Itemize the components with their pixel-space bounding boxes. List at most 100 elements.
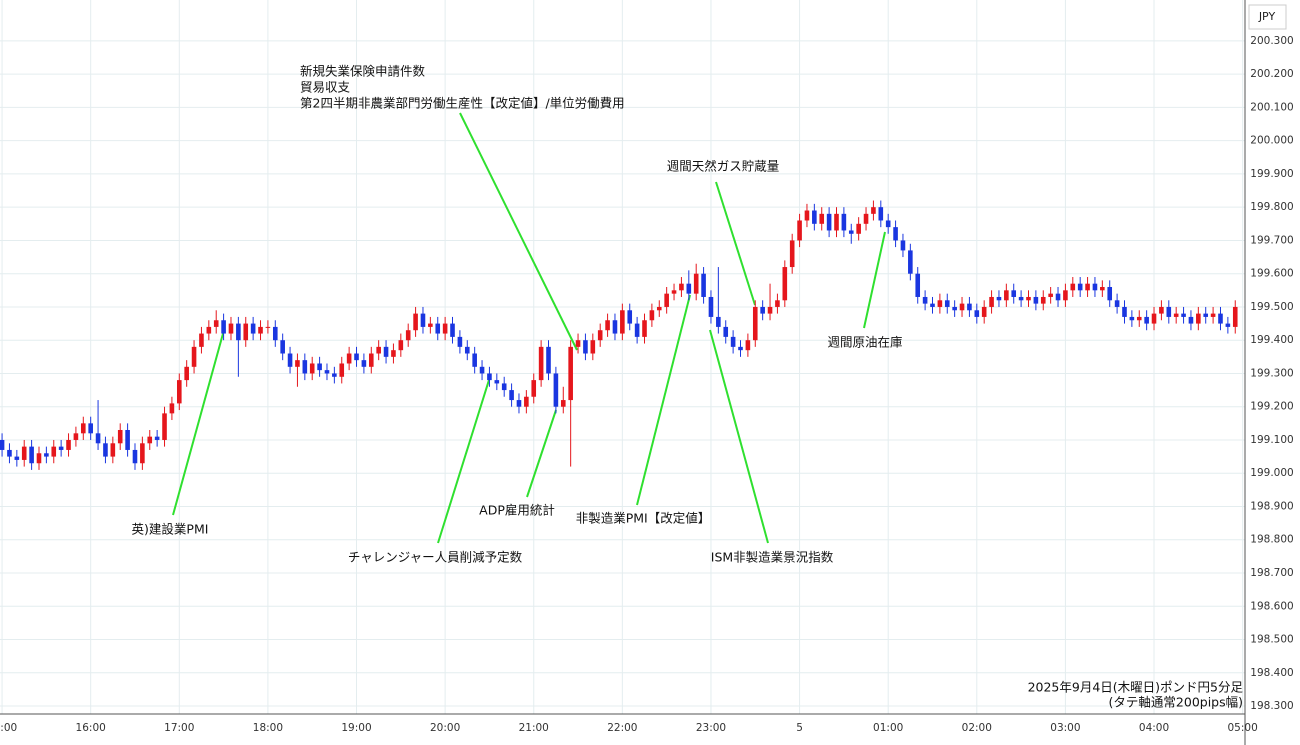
candle-body	[1055, 293, 1061, 301]
candle-body	[7, 449, 12, 457]
candle-body	[228, 323, 234, 334]
candle-body	[1085, 283, 1090, 291]
candle-body	[339, 363, 345, 377]
candle-body	[605, 320, 610, 331]
candle-body	[346, 353, 352, 364]
y-tick-label: 198.300	[1250, 700, 1293, 712]
x-tick-label: 17:00	[164, 722, 194, 734]
candle-body	[671, 290, 677, 294]
candle-body	[797, 220, 802, 241]
y-tick-label: 199.400	[1250, 334, 1293, 346]
axes: 198.300 198.400 198.500 198.600 198.700 198.8…	[0, 35, 1294, 734]
callout-line	[437, 379, 490, 544]
candle-body	[656, 306, 662, 311]
candle-body	[597, 330, 603, 341]
annotation: ISM非製造業景況指数	[711, 550, 834, 565]
candle-body	[103, 443, 108, 457]
x-tick-label: 20:00	[430, 722, 460, 734]
candle-body	[1100, 286, 1105, 291]
candle-body	[634, 323, 640, 337]
candle-body	[937, 300, 943, 307]
candle-body	[1092, 283, 1098, 291]
x-tick-label: 02:00	[962, 722, 992, 734]
candle-body	[1166, 306, 1172, 317]
candle-body	[745, 340, 751, 351]
candle-body	[1011, 290, 1017, 297]
candle-body	[915, 273, 921, 297]
candle-body	[14, 456, 20, 460]
candle-body	[420, 313, 426, 327]
candle-body	[1107, 286, 1113, 301]
candle-body	[1077, 283, 1083, 291]
candle-body	[110, 443, 116, 457]
candle-body	[885, 220, 891, 228]
candle-body	[494, 380, 500, 384]
candle-body	[1196, 313, 1201, 324]
candle-body	[1026, 296, 1031, 301]
candle-body	[36, 453, 42, 464]
candle-body	[272, 326, 278, 341]
candle-body	[368, 353, 374, 367]
y-tick-label: 198.700	[1250, 567, 1293, 579]
y-tick-label: 200.300	[1250, 35, 1293, 47]
y-tick-label: 199.100	[1250, 434, 1293, 446]
candle-body	[627, 310, 633, 324]
annotation: 新規失業保険申請件数	[300, 64, 426, 79]
candle-body	[221, 320, 226, 334]
candle-body	[1048, 293, 1053, 297]
candle-body	[782, 267, 788, 301]
candle-body	[1122, 306, 1127, 317]
callout-line	[636, 294, 691, 506]
y-tick-label: 199.700	[1250, 234, 1293, 246]
x-tick-label: 03:00	[1050, 722, 1080, 734]
candle-body	[376, 346, 381, 354]
candle-body	[265, 326, 271, 328]
candle-body	[117, 429, 123, 444]
candle-body	[878, 207, 884, 221]
x-tick-label: 05:00	[1228, 722, 1258, 734]
x-tick-label: 01:00	[873, 722, 903, 734]
candle-body	[738, 346, 743, 351]
candle-body	[442, 323, 448, 334]
candle-body	[568, 346, 573, 401]
candle-body	[457, 336, 463, 347]
candle-body	[1173, 313, 1179, 317]
candle-body	[716, 316, 721, 327]
candle-body	[80, 423, 86, 434]
candle-body	[147, 436, 153, 444]
x-tick-label: 15:00	[0, 722, 17, 734]
callout-line	[715, 181, 756, 306]
candle-body	[664, 293, 669, 307]
candle-body	[908, 250, 913, 274]
candle-body	[391, 350, 396, 357]
candle-body	[679, 283, 684, 291]
candle-body	[560, 400, 566, 407]
candle-body	[959, 303, 965, 311]
candle-body	[649, 310, 655, 321]
candle-body	[686, 283, 692, 294]
candle-body	[354, 353, 359, 361]
y-tick-label: 199.900	[1250, 168, 1293, 180]
candle-body	[1144, 316, 1149, 324]
candle-body	[472, 353, 477, 367]
candle-body	[1181, 313, 1186, 317]
currency-box	[1248, 4, 1287, 30]
candle-body	[176, 380, 182, 404]
candle-body	[199, 333, 204, 347]
candle-body	[1225, 323, 1231, 327]
candle-body	[819, 213, 825, 224]
y-tick-label: 200.000	[1250, 135, 1293, 147]
candle-body	[524, 396, 529, 407]
candle-body	[996, 296, 1002, 301]
candle-body	[58, 446, 64, 450]
candle-body	[464, 346, 470, 354]
candle-body	[258, 326, 263, 334]
candle-body	[95, 433, 101, 444]
candle-body	[538, 346, 544, 381]
annotations	[172, 112, 886, 544]
candles	[0, 200, 1238, 470]
x-tick-label: 18:00	[253, 722, 283, 734]
candle-body	[1232, 306, 1238, 327]
x-tick-label: 5	[796, 722, 803, 734]
